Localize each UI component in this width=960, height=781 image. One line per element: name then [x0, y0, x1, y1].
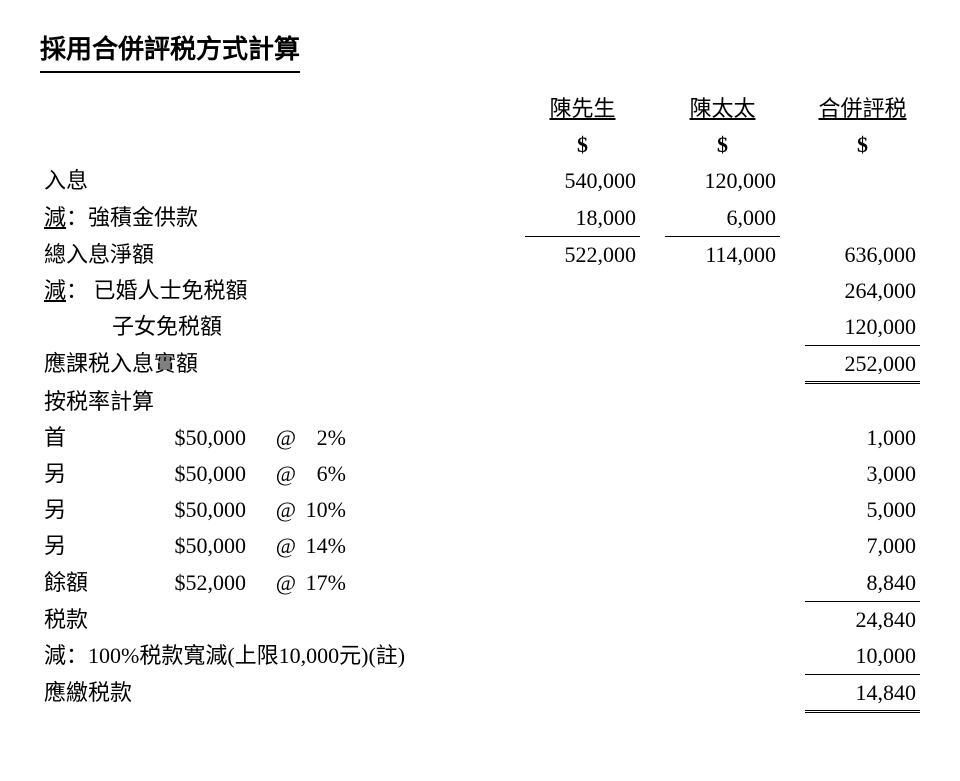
bracket-2-pct: 10% — [300, 492, 350, 528]
label-tax: 税款 — [40, 601, 525, 638]
header-row: 陳先生 陳太太 合併評税 — [40, 91, 920, 127]
row-bracket-1: 另 $50,000 @ 6% 3,000 — [40, 456, 920, 492]
label-less-mpf-1: 減 — [44, 205, 66, 230]
bracket-1-joint: 3,000 — [805, 456, 920, 492]
row-less-reduction: 減：100%税款寬減(上限10,000元)(註) 10,000 — [40, 638, 920, 675]
val-mpf-mrs: 6,000 — [665, 200, 780, 237]
val-net-joint: 636,000 — [805, 236, 920, 273]
row-by-rate: 按税率計算 — [40, 383, 920, 421]
bracket-2-label: 另 — [40, 492, 130, 528]
bracket-4-joint: 8,840 — [805, 565, 920, 602]
val-mpf-mr: 18,000 — [525, 200, 640, 237]
row-bracket-4: 餘額 $52,000 @ 17% 8,840 — [40, 565, 920, 602]
bracket-1-pct: 6% — [300, 456, 350, 492]
page-title: 採用合併評税方式計算 — [40, 30, 300, 73]
row-tax: 税款 24,840 — [40, 601, 920, 638]
bracket-0-label: 首 — [40, 420, 130, 456]
bracket-1-amount: $50,000 — [130, 456, 250, 492]
bracket-2-joint: 5,000 — [805, 492, 920, 528]
col-joint-currency: $ — [805, 127, 920, 163]
label-less-reduction: 減：100%税款寬減(上限10,000元)(註) — [40, 638, 525, 675]
bracket-3-at: @ — [250, 528, 300, 564]
bracket-2-amount: $50,000 — [130, 492, 250, 528]
currency-row: $ $ $ — [40, 127, 920, 163]
val-married-joint: 264,000 — [805, 273, 920, 309]
row-bracket-2: 另 $50,000 @ 10% 5,000 — [40, 492, 920, 528]
bracket-3-pct: 14% — [300, 528, 350, 564]
val-tax-joint: 24,840 — [805, 601, 920, 638]
bracket-3-joint: 7,000 — [805, 528, 920, 564]
col-mrs-currency: $ — [665, 127, 780, 163]
val-net-mr: 522,000 — [525, 236, 640, 273]
label-net-chargeable: 應課税入息實額 — [40, 345, 525, 382]
col-mrs-header: 陳太太 — [665, 91, 780, 127]
label-less-married-2: 已婚人士免税額 — [88, 278, 248, 303]
bracket-4-pct: 17% — [300, 565, 350, 602]
row-bracket-0: 首 $50,000 @ 2% 1,000 — [40, 420, 920, 456]
tax-calculation-table: 陳先生 陳太太 合併評税 $ $ $ 入息 540,000 120,000 減：… — [40, 91, 920, 713]
bracket-1-at: @ — [250, 456, 300, 492]
val-income-mr: 540,000 — [525, 163, 640, 199]
bracket-3-label: 另 — [40, 528, 130, 564]
row-less-mpf: 減：強積金供款 18,000 6,000 — [40, 200, 920, 237]
bracket-0-at: @ — [250, 420, 300, 456]
val-reduction-joint: 10,000 — [805, 638, 920, 675]
val-tax-payable-joint: 14,840 — [805, 674, 920, 711]
val-child-joint: 120,000 — [805, 309, 920, 346]
bracket-4-amount: $52,000 — [130, 565, 250, 602]
row-tax-payable: 應繳税款 14,840 — [40, 674, 920, 711]
row-net-chargeable: 應課税入息實額 252,000 — [40, 345, 920, 382]
bracket-0-pct: 2% — [300, 420, 350, 456]
val-net-chargeable-joint: 252,000 — [805, 345, 920, 382]
row-less-married: 減： 已婚人士免税額 264,000 — [40, 273, 920, 309]
label-less-mpf-2: 強積金供款 — [88, 205, 198, 230]
bracket-4-label: 餘額 — [40, 565, 130, 602]
col-mr-currency: $ — [525, 127, 640, 163]
col-joint-header: 合併評税 — [805, 91, 920, 127]
bracket-4-at: @ — [250, 565, 300, 602]
label-less-married-1: 減 — [44, 278, 66, 303]
row-bracket-3: 另 $50,000 @ 14% 7,000 — [40, 528, 920, 564]
label-tax-payable: 應繳税款 — [40, 674, 525, 711]
row-net-total-income: 總入息淨額 522,000 114,000 636,000 — [40, 236, 920, 273]
label-income: 入息 — [40, 163, 525, 199]
bracket-3-amount: $50,000 — [130, 528, 250, 564]
label-child-allow: 子女免税額 — [40, 309, 525, 346]
col-mr-header: 陳先生 — [525, 91, 640, 127]
label-by-rate: 按税率計算 — [40, 383, 920, 421]
row-child-allow: 子女免税額 120,000 — [40, 309, 920, 346]
val-net-mrs: 114,000 — [665, 236, 780, 273]
label-net-total: 總入息淨額 — [40, 236, 525, 273]
bracket-1-label: 另 — [40, 456, 130, 492]
row-income: 入息 540,000 120,000 — [40, 163, 920, 199]
bracket-0-joint: 1,000 — [805, 420, 920, 456]
bracket-2-at: @ — [250, 492, 300, 528]
val-income-mrs: 120,000 — [665, 163, 780, 199]
bracket-0-amount: $50,000 — [130, 420, 250, 456]
